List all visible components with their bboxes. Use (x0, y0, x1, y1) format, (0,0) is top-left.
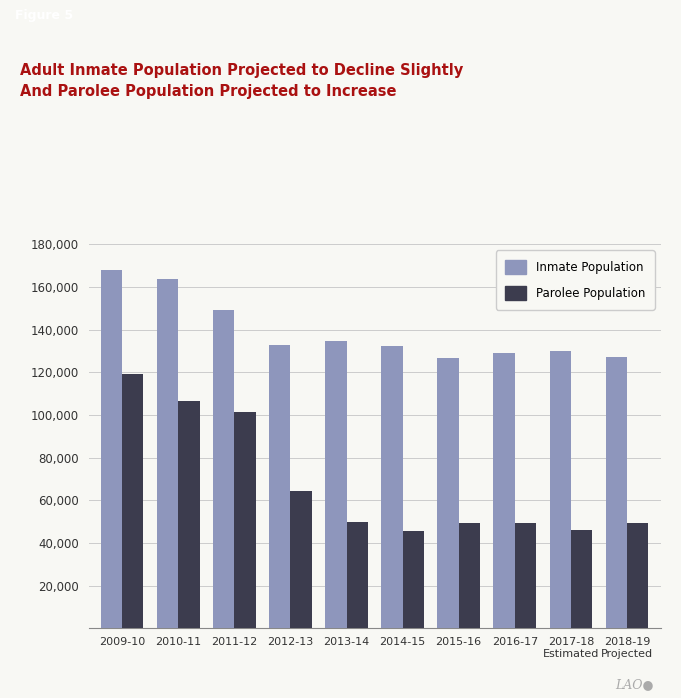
Text: LAO●: LAO● (616, 678, 654, 691)
Bar (122, 374, 144, 628)
Bar (101, 270, 122, 628)
Bar (157, 279, 178, 628)
Bar (347, 521, 368, 628)
Bar (459, 523, 480, 628)
Bar (326, 341, 347, 628)
Bar (402, 531, 424, 628)
Bar (494, 353, 515, 628)
Text: Adult Inmate Population Projected to Decline Slightly: Adult Inmate Population Projected to Dec… (20, 63, 464, 77)
Bar (605, 357, 627, 628)
Bar (515, 523, 536, 628)
Text: Figure 5: Figure 5 (15, 9, 74, 22)
Bar (213, 311, 234, 628)
Bar (627, 523, 648, 628)
Bar (437, 358, 459, 628)
Bar (234, 412, 255, 628)
Bar (550, 351, 571, 628)
Bar (290, 491, 312, 628)
Legend: Inmate Population, Parolee Population: Inmate Population, Parolee Population (496, 250, 654, 310)
Bar (381, 346, 402, 628)
Bar (178, 401, 200, 628)
Bar (269, 345, 290, 628)
Bar (571, 530, 592, 628)
Text: And Parolee Population Projected to Increase: And Parolee Population Projected to Incr… (20, 84, 397, 98)
